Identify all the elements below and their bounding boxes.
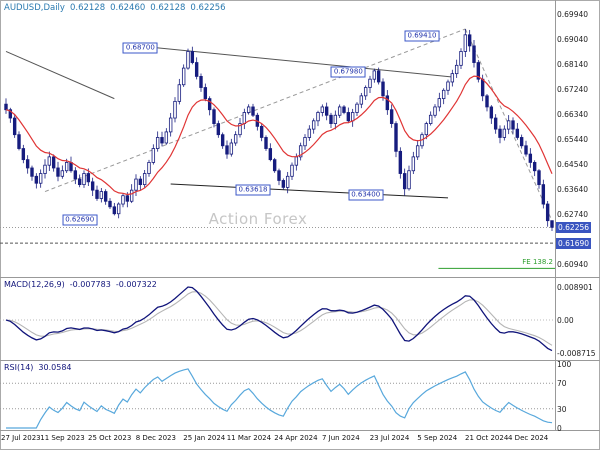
macd-label: MACD(12,26,9) — [4, 280, 65, 289]
support-price-tag: 0.61690 — [556, 237, 592, 249]
price-axis-tick: 0.69940 — [557, 9, 589, 19]
price-axis-tick: 0.62740 — [557, 209, 589, 219]
date-axis-label: 8 Dec 2023 — [135, 434, 176, 442]
price-panel-header: AUDUSD,Daily 0.62128 0.62460 0.62128 0.62256 — [4, 3, 231, 13]
price-axis-tick: 0.63640 — [557, 184, 589, 194]
ohlc-close: 0.62256 — [190, 3, 226, 13]
macd-panel-header: MACD(12,26,9) -0.007783 -0.007322 — [4, 280, 162, 289]
rsi-axis-label: 30 — [557, 404, 567, 414]
date-axis-label: 25 Jan 2024 — [183, 434, 226, 442]
price-annotation: 0.63400 — [348, 189, 384, 201]
ohlc-open: 0.62128 — [69, 3, 106, 13]
macd-axis-label: -0.008715 — [557, 349, 596, 358]
date-axis-label: 5 Sep 2024 — [417, 434, 458, 442]
price-annotation: 0.63618 — [235, 184, 271, 196]
date-axis-label: 25 Oct 2023 — [88, 434, 132, 442]
price-annotation: 0.67980 — [330, 66, 366, 78]
price-annotation: 0.69410 — [404, 30, 440, 42]
price-axis-tick: 0.68140 — [557, 59, 589, 69]
price-axis-tick: 0.60940 — [557, 259, 589, 269]
date-axis-label: 11 Mar 2024 — [226, 434, 272, 442]
price-axis-tick: 0.66340 — [557, 109, 589, 119]
date-axis-label: 23 Jul 2024 — [369, 434, 410, 442]
fib-extension-label: FE 138.2 — [522, 258, 553, 266]
price-annotation: 0.62690 — [62, 214, 98, 226]
price-annotation: 0.68700 — [122, 42, 158, 54]
ohlc-low: 0.62128 — [150, 3, 186, 13]
macd-value-signal: -0.007322 — [115, 280, 157, 289]
rsi-label: RSI(14) — [4, 363, 34, 372]
date-axis-label: 24 Apr 2024 — [274, 434, 318, 442]
price-axis-tick: 0.67240 — [557, 84, 589, 94]
date-axis-label: 7 Jun 2024 — [322, 434, 360, 442]
date-axis-label: 4 Dec 2024 — [508, 434, 549, 442]
last-price-tag: 0.62256 — [556, 221, 592, 233]
macd-axis-label: 0.008901 — [557, 283, 593, 292]
rsi-axis-label: 100 — [557, 360, 572, 369]
rsi-panel-header: RSI(14) 30.0584 — [4, 363, 77, 372]
rsi-value: 30.0584 — [38, 363, 72, 372]
price-axis-tick: 0.64540 — [557, 159, 589, 169]
symbol-timeframe-label: AUDUSD,Daily — [4, 3, 65, 13]
watermark: Action Forex — [208, 210, 308, 228]
rsi-axis-label: 70 — [557, 379, 567, 389]
price-axis-tick: 0.69040 — [557, 34, 589, 44]
price-axis-tick: 0.65440 — [557, 134, 589, 144]
rsi-axis-label: 0 — [557, 424, 562, 433]
date-axis-label: 27 Jul 2023 — [1, 434, 41, 442]
macd-value-main: -0.007783 — [69, 280, 111, 289]
ohlc-high: 0.62460 — [110, 3, 146, 13]
date-axis-label: 21 Oct 2024 — [465, 434, 509, 442]
macd-axis-label: 0.00 — [557, 316, 574, 325]
date-axis-label: 11 Sep 2023 — [40, 434, 85, 442]
